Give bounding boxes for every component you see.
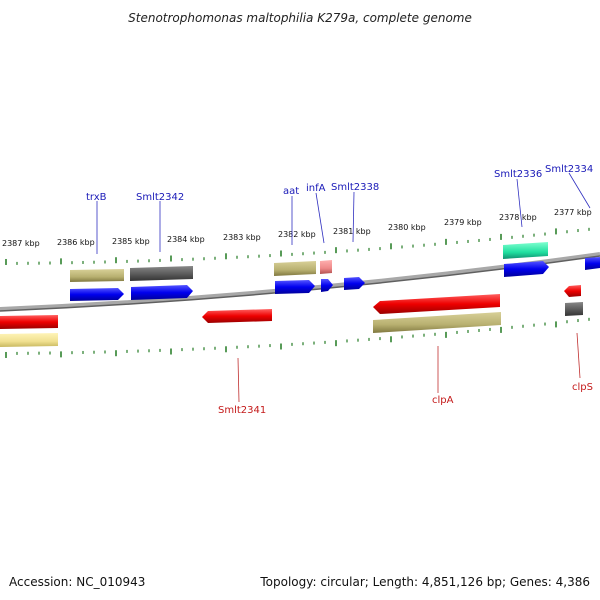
- scale-label: 2378 kbp: [499, 213, 537, 222]
- genome-summary: Topology: circular; Length: 4,851,126 bp…: [259, 575, 590, 589]
- scale-label: 2381 kbp: [333, 227, 371, 236]
- gene-feature[interactable]: [275, 280, 315, 294]
- gene-feature[interactable]: [130, 266, 193, 281]
- gene-feature[interactable]: [565, 302, 583, 316]
- scale-label: 2386 kbp: [57, 238, 95, 247]
- gene-feature[interactable]: [344, 277, 365, 290]
- scale-label: 2380 kbp: [388, 223, 426, 232]
- gene-feature[interactable]: [131, 285, 193, 300]
- gene-label[interactable]: infA: [306, 183, 326, 194]
- gene-label[interactable]: trxB: [86, 192, 107, 203]
- gene-feature[interactable]: [202, 309, 272, 323]
- map-title: Stenotrophomonas maltophilia K279a, comp…: [128, 11, 472, 25]
- gene-feature[interactable]: [0, 315, 58, 329]
- gene-feature[interactable]: [373, 312, 501, 333]
- accession-label: Accession: NC_010943: [9, 575, 145, 589]
- gene-label[interactable]: Smlt2336: [494, 169, 542, 180]
- gene-label[interactable]: aat: [283, 186, 299, 197]
- reverse-strand-genes: [0, 285, 581, 329]
- gene-feature[interactable]: [0, 333, 58, 347]
- scale-label: 2387 kbp: [2, 239, 40, 248]
- gene-feature[interactable]: [70, 269, 124, 282]
- scale-label: 2385 kbp: [112, 237, 150, 246]
- upper-cog-features: [70, 242, 548, 282]
- gene-label[interactable]: clpS: [572, 382, 593, 393]
- gene-feature[interactable]: [503, 242, 548, 259]
- forward-strand-genes: [70, 257, 600, 301]
- gene-label[interactable]: Smlt2341: [218, 405, 266, 416]
- gene-feature[interactable]: [320, 260, 332, 274]
- scale-label: 2383 kbp: [223, 233, 261, 242]
- gene-label[interactable]: Smlt2342: [136, 192, 184, 203]
- gene-feature[interactable]: [585, 257, 600, 270]
- gene-label[interactable]: clpA: [432, 395, 454, 406]
- gene-feature[interactable]: [504, 261, 549, 277]
- scale-label: 2382 kbp: [278, 230, 316, 239]
- scale-label: 2384 kbp: [167, 235, 205, 244]
- gene-feature[interactable]: [70, 288, 124, 301]
- gene-labels-top: trxB Smlt2342 aat infA Smlt2338 Smlt2336…: [86, 164, 593, 203]
- lower-tick-ruler: [5, 317, 590, 358]
- gene-feature[interactable]: [274, 261, 316, 276]
- upper-tick-ruler: [5, 227, 590, 265]
- gene-labels-bottom: Smlt2341 clpA clpS: [218, 382, 593, 416]
- label-leaders: [96, 172, 591, 403]
- gene-label[interactable]: Smlt2334: [545, 164, 593, 175]
- scale-label: 2377 kbp: [554, 208, 592, 217]
- gene-label[interactable]: Smlt2338: [331, 182, 379, 193]
- lower-cog-features: [0, 302, 583, 347]
- gene-feature[interactable]: [564, 285, 581, 297]
- gene-feature[interactable]: [373, 294, 500, 314]
- gene-feature[interactable]: [321, 279, 333, 292]
- scale-labels: 2387 kbp 2386 kbp 2385 kbp 2384 kbp 2383…: [2, 208, 592, 248]
- scale-label: 2379 kbp: [444, 218, 482, 227]
